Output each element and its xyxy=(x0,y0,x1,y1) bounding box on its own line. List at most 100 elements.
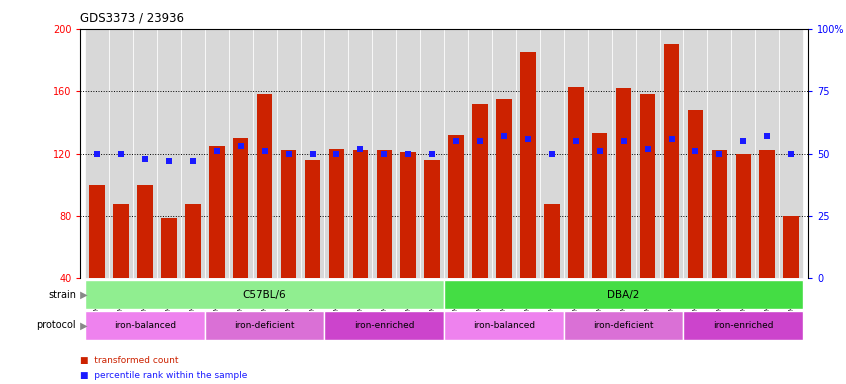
Point xyxy=(186,158,200,164)
Bar xyxy=(329,149,344,278)
Bar xyxy=(688,110,703,278)
Bar xyxy=(233,138,249,278)
Bar xyxy=(85,29,109,278)
Bar xyxy=(540,29,563,278)
Bar xyxy=(520,52,536,278)
Bar xyxy=(684,311,803,340)
Point xyxy=(784,151,798,157)
Point xyxy=(330,151,343,157)
Bar xyxy=(563,311,684,340)
Point xyxy=(617,138,630,144)
Bar xyxy=(157,29,181,278)
Bar xyxy=(425,160,440,278)
Bar xyxy=(492,29,516,278)
Point xyxy=(712,151,726,157)
Text: GDS3373 / 23936: GDS3373 / 23936 xyxy=(80,12,184,25)
Bar xyxy=(444,29,468,278)
Bar xyxy=(305,160,321,278)
Bar xyxy=(228,29,253,278)
Bar xyxy=(568,86,584,278)
Bar xyxy=(444,311,563,340)
Bar xyxy=(783,216,799,278)
Bar xyxy=(731,29,755,278)
Point xyxy=(640,146,654,152)
Point xyxy=(305,151,319,157)
Bar xyxy=(468,29,492,278)
Bar xyxy=(185,204,201,278)
Bar xyxy=(755,29,779,278)
Point xyxy=(497,133,511,139)
Bar xyxy=(420,29,444,278)
Bar xyxy=(253,29,277,278)
Bar xyxy=(300,29,325,278)
Bar xyxy=(396,29,420,278)
Point xyxy=(665,136,678,142)
Bar xyxy=(205,29,228,278)
Point xyxy=(138,156,151,162)
Bar xyxy=(85,311,205,340)
Bar xyxy=(205,311,325,340)
Point xyxy=(377,151,391,157)
Bar xyxy=(563,29,588,278)
Point xyxy=(234,143,248,149)
Point xyxy=(761,133,774,139)
Point xyxy=(402,151,415,157)
Point xyxy=(91,151,104,157)
Text: ▶: ▶ xyxy=(77,290,88,300)
Point xyxy=(426,151,439,157)
Point xyxy=(282,151,295,157)
Bar xyxy=(472,104,488,278)
Text: protocol: protocol xyxy=(36,320,76,331)
Bar xyxy=(90,185,105,278)
Bar xyxy=(735,154,751,278)
Text: ■  percentile rank within the sample: ■ percentile rank within the sample xyxy=(80,371,248,380)
Text: C57BL/6: C57BL/6 xyxy=(243,290,287,300)
Bar xyxy=(711,151,728,278)
Bar xyxy=(612,29,635,278)
Point xyxy=(354,146,367,152)
Text: iron-enriched: iron-enriched xyxy=(713,321,773,330)
Text: iron-deficient: iron-deficient xyxy=(234,321,295,330)
Bar xyxy=(779,29,803,278)
Bar xyxy=(760,151,775,278)
Text: iron-balanced: iron-balanced xyxy=(114,321,176,330)
Bar xyxy=(137,185,153,278)
Bar xyxy=(277,29,300,278)
Text: ■  transformed count: ■ transformed count xyxy=(80,356,179,365)
Bar xyxy=(444,280,803,309)
Bar xyxy=(181,29,205,278)
Bar xyxy=(161,218,177,278)
Bar xyxy=(349,29,372,278)
Point xyxy=(162,158,176,164)
Text: ▶: ▶ xyxy=(77,320,88,331)
Bar xyxy=(281,151,296,278)
Point xyxy=(114,151,128,157)
Bar xyxy=(325,311,444,340)
Bar xyxy=(592,133,607,278)
Text: iron-balanced: iron-balanced xyxy=(473,321,535,330)
Point xyxy=(258,148,272,154)
Bar xyxy=(660,29,684,278)
Bar xyxy=(376,151,392,278)
Bar xyxy=(544,204,559,278)
Bar xyxy=(635,29,660,278)
Bar xyxy=(497,99,512,278)
Bar xyxy=(85,280,444,309)
Bar xyxy=(707,29,731,278)
Bar xyxy=(109,29,133,278)
Bar xyxy=(372,29,396,278)
Bar xyxy=(616,88,631,278)
Bar xyxy=(640,94,656,278)
Point xyxy=(593,148,607,154)
Point xyxy=(473,138,486,144)
Bar xyxy=(113,204,129,278)
Bar xyxy=(133,29,157,278)
Bar xyxy=(448,135,464,278)
Point xyxy=(689,148,702,154)
Bar xyxy=(684,29,707,278)
Point xyxy=(210,148,223,154)
Bar xyxy=(588,29,612,278)
Text: iron-deficient: iron-deficient xyxy=(593,321,654,330)
Bar xyxy=(664,45,679,278)
Bar xyxy=(516,29,540,278)
